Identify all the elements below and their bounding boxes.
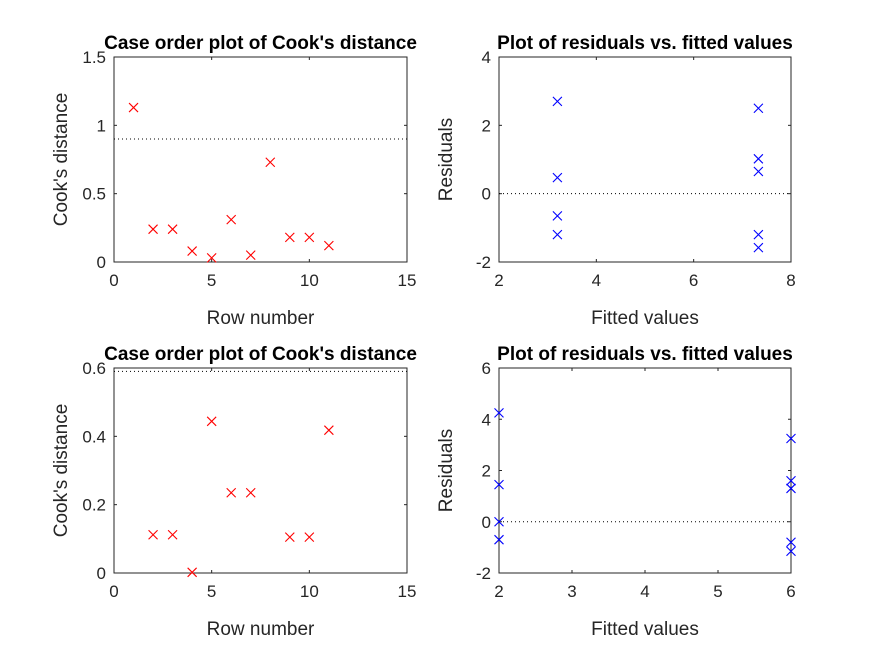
y-tick-label: 2 — [482, 116, 491, 135]
x-tick-label: 2 — [494, 582, 503, 601]
x-axis-label: Fitted values — [591, 619, 699, 640]
y-tick-label: 4 — [482, 410, 491, 429]
data-point — [148, 224, 158, 235]
data-point — [753, 103, 764, 114]
subplot-4: Plot of residuals vs. fitted values 2 3 4 5 6… — [436, 344, 796, 640]
x-tick-label: 5 — [713, 582, 722, 601]
data-point — [148, 529, 158, 540]
data-point — [552, 96, 563, 107]
data-point — [786, 433, 796, 444]
y-tick-label: 0.2 — [82, 496, 106, 515]
x-tick-label: 4 — [592, 271, 601, 290]
data-point — [167, 224, 178, 235]
data-point — [304, 232, 315, 243]
data-point — [265, 157, 276, 168]
data-point — [304, 532, 315, 543]
data-point — [786, 475, 796, 486]
y-tick-label: 0 — [482, 513, 491, 532]
data-point — [167, 529, 178, 540]
y-tick-label: 6 — [482, 359, 491, 378]
x-tick-label: 4 — [640, 582, 649, 601]
data-point — [226, 214, 237, 225]
axes-box — [113, 367, 408, 574]
y-tick-label: 0.5 — [82, 185, 106, 204]
y-axis-label: Cook's distance — [51, 93, 72, 227]
data-point — [753, 229, 764, 240]
y-tick-label: 0.6 — [82, 359, 106, 378]
data-point — [284, 232, 295, 243]
axes-box — [498, 56, 792, 263]
x-tick-label: 15 — [398, 271, 417, 290]
data-point — [187, 567, 198, 578]
y-tick-label: 0 — [97, 564, 106, 583]
data-point — [753, 166, 764, 177]
y-tick-label: 4 — [482, 48, 491, 67]
subplot-3: Case order plot of Cook's distance 0 5 10 15… — [51, 344, 417, 640]
x-axis-label: Row number — [207, 619, 315, 640]
chart-title: Plot of residuals vs. fitted values — [497, 344, 793, 365]
x-tick-label: 3 — [567, 582, 576, 601]
y-tick-label: 0 — [97, 253, 106, 272]
chart-title: Plot of residuals vs. fitted values — [497, 33, 793, 54]
x-tick-label: 5 — [207, 271, 216, 290]
x-tick-label: 0 — [109, 582, 118, 601]
x-tick-label: 15 — [398, 582, 417, 601]
data-point — [323, 240, 334, 251]
data-point — [494, 479, 504, 490]
data-point — [494, 534, 504, 545]
x-tick-label: 5 — [207, 582, 216, 601]
data-point — [187, 246, 198, 256]
x-tick-label: 0 — [109, 271, 118, 290]
data-point — [552, 172, 563, 183]
data-point — [786, 537, 796, 548]
x-tick-label: 10 — [300, 582, 319, 601]
y-tick-label: 0.4 — [82, 427, 106, 446]
x-axis-label: Fitted values — [591, 308, 699, 329]
y-tick-label: -2 — [476, 253, 491, 272]
data-point — [494, 516, 504, 527]
y-tick-label: 2 — [482, 462, 491, 481]
data-point — [786, 546, 796, 557]
y-axis-label: Residuals — [436, 118, 457, 201]
data-point — [753, 242, 764, 253]
y-axis-label: Cook's distance — [51, 404, 72, 538]
y-tick-label: 1.5 — [82, 48, 106, 67]
axes-box — [113, 56, 408, 263]
data-point — [245, 487, 256, 498]
axes-box — [498, 367, 792, 574]
y-tick-label: 1 — [97, 116, 106, 135]
data-point — [128, 102, 139, 113]
data-point — [494, 407, 504, 418]
data-point — [552, 210, 563, 221]
y-tick-label: -2 — [476, 564, 491, 583]
data-point — [245, 250, 256, 261]
x-tick-label: 8 — [786, 271, 795, 290]
data-point — [206, 416, 217, 427]
y-axis-label: Residuals — [436, 429, 457, 512]
y-tick-label: 0 — [482, 185, 491, 204]
data-point — [323, 425, 334, 436]
x-tick-label: 6 — [786, 582, 795, 601]
data-point — [552, 229, 563, 240]
x-tick-label: 2 — [494, 271, 503, 290]
subplot-2: Plot of residuals vs. fitted values 2 4 6 8 -… — [436, 33, 796, 329]
x-axis-label: Row number — [207, 308, 315, 329]
data-point — [753, 153, 764, 164]
data-point — [226, 487, 237, 498]
x-tick-label: 6 — [689, 271, 698, 290]
chart-title: Case order plot of Cook's distance — [104, 33, 417, 54]
data-point — [206, 253, 217, 263]
data-point — [786, 483, 796, 494]
data-point — [284, 532, 295, 543]
x-tick-label: 10 — [300, 271, 319, 290]
chart-title: Case order plot of Cook's distance — [104, 344, 417, 365]
